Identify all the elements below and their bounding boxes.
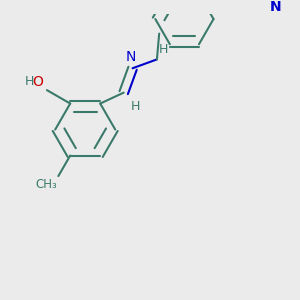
Text: N: N xyxy=(126,50,136,64)
Text: H: H xyxy=(25,75,34,88)
Text: H: H xyxy=(158,43,168,56)
Text: O: O xyxy=(32,74,43,88)
Text: N: N xyxy=(270,0,282,14)
Text: CH₃: CH₃ xyxy=(35,178,57,191)
Text: H: H xyxy=(131,100,140,112)
